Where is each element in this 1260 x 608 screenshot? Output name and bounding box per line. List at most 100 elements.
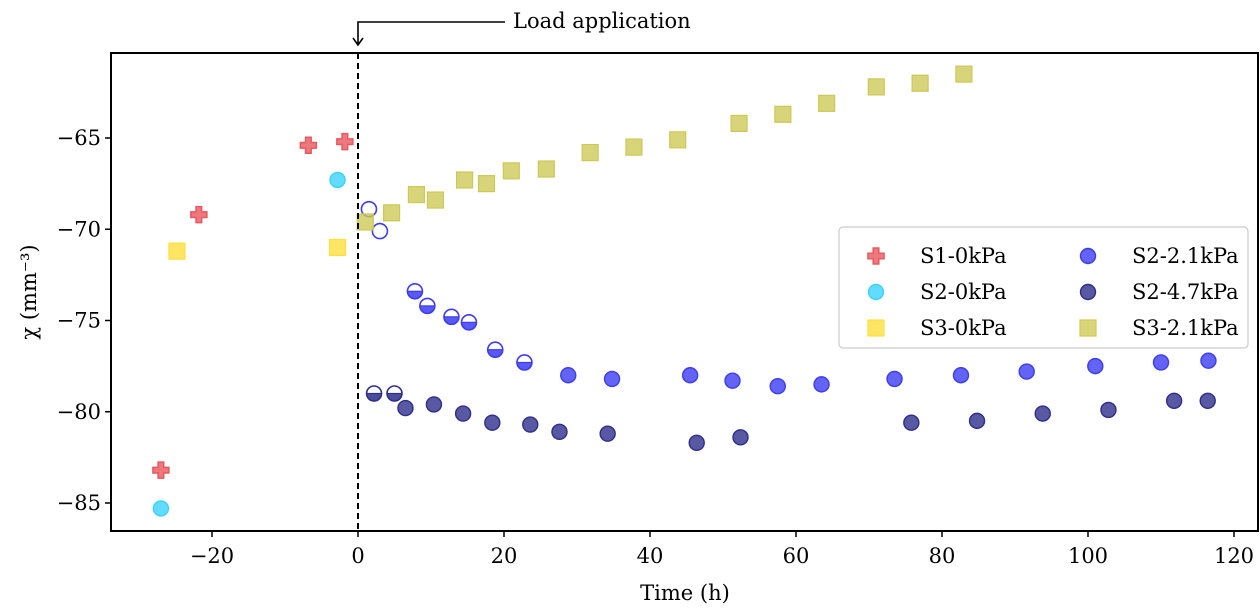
- series-S3-0kPa: [168, 238, 347, 260]
- data-point: [486, 341, 504, 359]
- y-tick-label: −70: [57, 217, 101, 241]
- legend-label: S3-2.1kPa: [1132, 316, 1239, 340]
- data-point: [911, 74, 929, 92]
- data-point: [625, 138, 643, 156]
- data-point: [336, 132, 354, 151]
- data-point: [551, 423, 568, 441]
- data-point: [955, 65, 973, 83]
- data-point: [1199, 392, 1216, 409]
- plot-marks: [152, 65, 1217, 517]
- data-point: [724, 372, 741, 389]
- data-point: [454, 405, 472, 422]
- data-point: [603, 370, 621, 388]
- data-point: [425, 396, 443, 413]
- data-point: [952, 367, 970, 384]
- data-point: [484, 414, 501, 431]
- x-tick-label: 40: [637, 544, 664, 568]
- data-point: [599, 425, 616, 442]
- data-point: [443, 308, 460, 326]
- data-point: [152, 500, 170, 517]
- data-point: [397, 399, 414, 417]
- data-point: [502, 162, 520, 180]
- data-point: [732, 429, 749, 446]
- legend-marker: [1079, 319, 1097, 337]
- data-point: [371, 222, 389, 240]
- data-point: [356, 213, 374, 231]
- data-point: [537, 160, 555, 178]
- x-tick-label: 20: [491, 544, 518, 568]
- legend-marker: [1079, 283, 1097, 301]
- data-point: [460, 314, 478, 331]
- data-point: [1152, 354, 1170, 371]
- data-point: [328, 238, 347, 257]
- legend-label: S2-2.1kPa: [1132, 244, 1239, 268]
- y-axis: −85 −80 −75 −70 −65: [57, 126, 111, 515]
- x-tick-label: 80: [929, 544, 956, 568]
- data-point: [1165, 392, 1183, 409]
- data-point: [774, 105, 792, 123]
- data-point: [968, 412, 986, 430]
- series-S2-0kPa: [152, 171, 346, 517]
- legend-marker: [867, 283, 885, 301]
- data-point: [190, 205, 208, 224]
- y-axis-label: χ (mm⁻³): [17, 244, 41, 339]
- data-point: [560, 367, 577, 384]
- y-tick-label: −75: [57, 309, 101, 333]
- data-point: [455, 171, 474, 189]
- legend-label: S1-0kPa: [920, 244, 1007, 268]
- x-tick-label: 120: [1214, 544, 1254, 568]
- load-annotation: Load application: [352, 9, 691, 531]
- legend-label: S2-4.7kPa: [1132, 280, 1239, 304]
- data-point: [1034, 405, 1051, 422]
- data-point: [730, 114, 748, 133]
- y-tick-label: −65: [57, 126, 101, 150]
- legend-label: S2-0kPa: [920, 280, 1007, 304]
- legend: S1-0kPa S2-0kPa S3-0kPa S2-2.1kPa S2-4.7kPa S…: [838, 226, 1249, 349]
- data-point: [903, 414, 920, 431]
- data-point: [168, 242, 186, 260]
- plot-frame: [110, 52, 1259, 532]
- data-point: [688, 434, 705, 451]
- series-S2-4.7kPa: [365, 385, 1216, 451]
- data-point: [1100, 401, 1117, 419]
- data-point: [669, 131, 687, 149]
- data-point: [581, 144, 599, 162]
- data-point: [769, 378, 786, 395]
- series-S1-0kPa: [152, 132, 354, 479]
- load-annotation-label: Load application: [513, 9, 691, 33]
- series-S3-2.1kPa: [356, 65, 973, 231]
- legend-marker: [867, 247, 885, 265]
- data-point: [818, 94, 836, 112]
- x-tick-label: 0: [351, 544, 364, 568]
- data-point: [386, 385, 403, 402]
- legend-marker: [1079, 247, 1097, 265]
- x-axis: −20 0 20 40 60 80 100 120: [190, 531, 1254, 568]
- data-point: [152, 461, 170, 479]
- data-point: [406, 282, 424, 300]
- data-point: [516, 354, 533, 371]
- y-tick-label: −80: [57, 400, 101, 424]
- y-tick-label: −85: [57, 491, 101, 515]
- data-point: [299, 136, 318, 155]
- load-arrow: [352, 21, 505, 47]
- data-point: [1087, 357, 1104, 375]
- data-point: [1200, 352, 1217, 369]
- data-point: [867, 78, 885, 96]
- legend-label: S3-0kPa: [920, 316, 1007, 340]
- x-tick-label: −20: [190, 544, 234, 568]
- data-point: [382, 204, 401, 222]
- series-S2-2.1kPa: [360, 200, 1217, 395]
- data-point: [477, 175, 496, 193]
- legend-marker: [867, 319, 885, 337]
- data-point: [419, 297, 436, 315]
- x-tick-label: 60: [783, 544, 810, 568]
- data-point: [681, 367, 699, 384]
- x-tick-label: 100: [1068, 544, 1108, 568]
- data-point: [426, 191, 444, 209]
- x-axis-label: Time (h): [640, 581, 730, 605]
- data-point: [365, 385, 383, 402]
- data-point: [407, 185, 425, 204]
- data-point: [1018, 363, 1035, 380]
- data-point: [813, 376, 830, 393]
